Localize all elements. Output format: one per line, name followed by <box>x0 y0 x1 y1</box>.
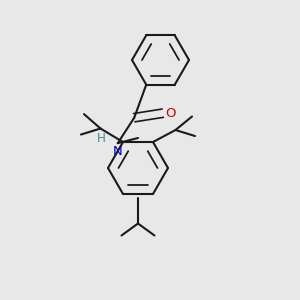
Text: O: O <box>165 107 176 120</box>
Text: N: N <box>113 145 123 158</box>
Text: H: H <box>97 132 106 145</box>
